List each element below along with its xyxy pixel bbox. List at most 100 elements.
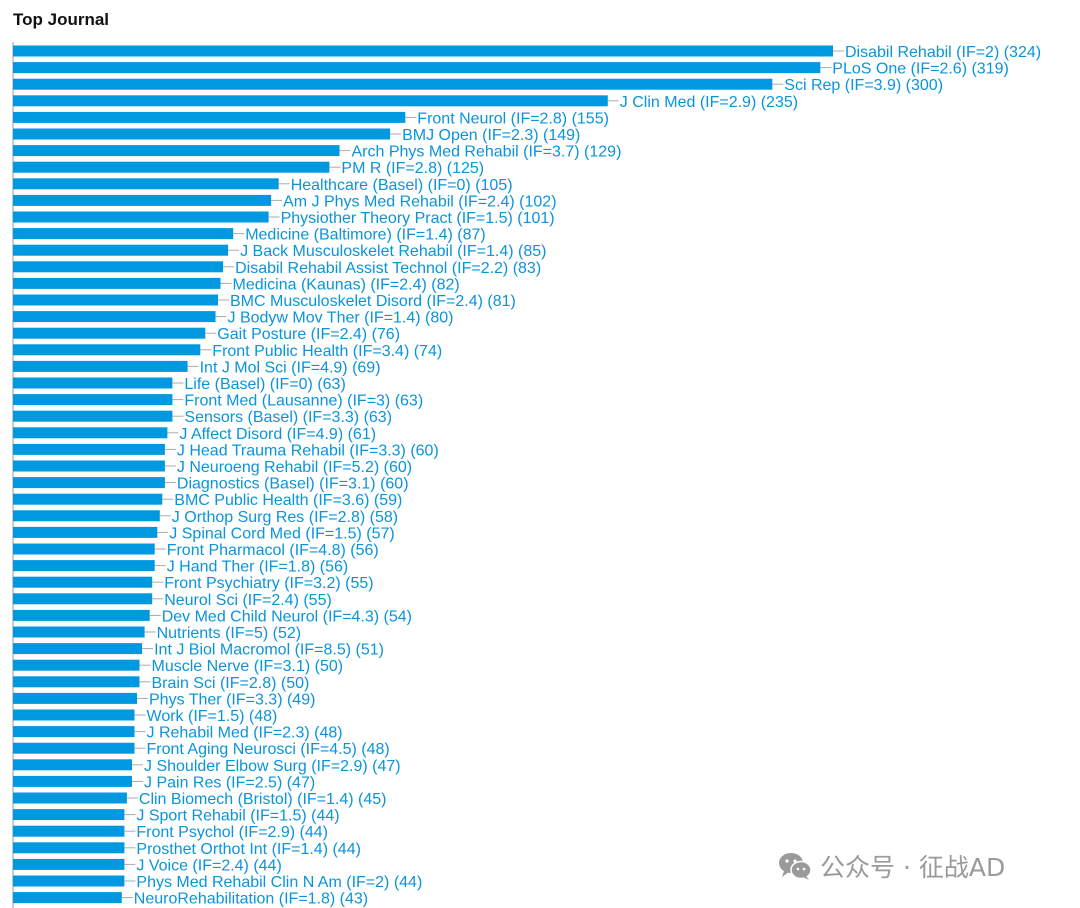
bar-41 xyxy=(13,726,135,738)
bar-3 xyxy=(13,95,608,107)
bar-label-38: Brain Sci (IF=2.8) (50) xyxy=(152,675,310,692)
bar-label-24: J Head Trauma Rehabil (IF=3.3) (60) xyxy=(177,442,439,459)
bar-31 xyxy=(13,560,155,572)
bar-label-23: J Affect Disord (IF=4.9) (61) xyxy=(179,426,376,443)
bar-12 xyxy=(13,244,229,256)
bar-0 xyxy=(13,45,833,57)
bar-label-22: Sensors (Basel) (IF=3.3) (63) xyxy=(184,409,392,426)
bar-label-0: Disabil Rehabil (IF=2) (324) xyxy=(845,44,1041,61)
bar-15 xyxy=(13,294,218,306)
bar-50 xyxy=(13,875,125,887)
bar-24 xyxy=(13,443,165,455)
bar-23 xyxy=(13,427,168,439)
bar-17 xyxy=(13,327,206,339)
bar-7 xyxy=(13,161,330,173)
bar-label-49: J Voice (IF=2.4) (44) xyxy=(136,857,281,874)
bar-37 xyxy=(13,659,140,671)
bar-28 xyxy=(13,510,160,522)
bar-label-7: PM R (IF=2.8) (125) xyxy=(341,160,484,177)
watermark-text: 公众号 · 征战AD xyxy=(820,853,1006,882)
bar-35 xyxy=(13,626,145,638)
bar-39 xyxy=(13,692,137,704)
bar-21 xyxy=(13,394,173,406)
bar-label-5: BMJ Open (IF=2.3) (149) xyxy=(402,127,580,144)
bar-1 xyxy=(13,62,821,74)
bar-label-45: Clin Biomech (Bristol) (IF=1.4) (45) xyxy=(139,791,387,808)
bar-label-40: Work (IF=1.5) (48) xyxy=(147,708,278,725)
bar-label-42: Front Aging Neurosci (IF=4.5) (48) xyxy=(147,741,390,758)
bar-25 xyxy=(13,460,165,472)
bar-label-35: Nutrients (IF=5) (52) xyxy=(157,625,301,642)
bar-40 xyxy=(13,709,135,721)
bar-4 xyxy=(13,111,406,123)
bar-label-15: BMC Musculoskelet Disord (IF=2.4) (81) xyxy=(230,293,516,310)
bar-42 xyxy=(13,742,135,754)
bar-label-29: J Spinal Cord Med (IF=1.5) (57) xyxy=(169,525,394,542)
bar-label-25: J Neuroeng Rehabil (IF=5.2) (60) xyxy=(177,459,412,476)
bar-29 xyxy=(13,526,158,538)
bar-label-32: Front Psychiatry (IF=3.2) (55) xyxy=(164,575,373,592)
labels-group: Disabil Rehabil (IF=2) (324)PLoS One (IF… xyxy=(121,44,1041,908)
chart-title: Top Journal xyxy=(13,10,110,29)
bar-label-8: Healthcare (Basel) (IF=0) (105) xyxy=(291,177,513,194)
bar-label-39: Phys Ther (IF=3.3) (49) xyxy=(149,691,315,708)
bar-label-20: Life (Basel) (IF=0) (63) xyxy=(184,376,345,393)
bar-46 xyxy=(13,809,125,821)
bar-label-28: J Orthop Surg Res (IF=2.8) (58) xyxy=(172,509,398,526)
bar-label-33: Neurol Sci (IF=2.4) (55) xyxy=(164,592,332,609)
bar-label-9: Am J Phys Med Rehabil (IF=2.4) (102) xyxy=(283,193,556,210)
bars-group xyxy=(13,45,833,904)
bar-label-37: Muscle Nerve (IF=3.1) (50) xyxy=(152,658,344,675)
bar-label-30: Front Pharmacol (IF=4.8) (56) xyxy=(167,542,379,559)
bar-label-44: J Pain Res (IF=2.5) (47) xyxy=(144,774,315,791)
bar-label-6: Arch Phys Med Rehabil (IF=3.7) (129) xyxy=(352,144,622,161)
bar-33 xyxy=(13,593,153,605)
bar-30 xyxy=(13,543,155,555)
bar-label-21: Front Med (Lausanne) (IF=3) (63) xyxy=(184,393,423,410)
wechat-icon xyxy=(779,853,812,880)
bar-18 xyxy=(13,344,201,356)
bar-5 xyxy=(13,128,391,140)
bar-label-51: NeuroRehabilitation (IF=1.8) (43) xyxy=(134,891,368,908)
bar-label-31: J Hand Ther (IF=1.8) (56) xyxy=(167,559,349,576)
bar-label-17: Gait Posture (IF=2.4) (76) xyxy=(217,326,400,343)
bar-label-14: Medicina (Kaunas) (IF=2.4) (82) xyxy=(233,276,460,293)
bar-14 xyxy=(13,277,221,289)
bar-9 xyxy=(13,194,272,206)
bar-51 xyxy=(13,892,122,904)
bar-label-47: Front Psychol (IF=2.9) (44) xyxy=(136,824,328,841)
bar-27 xyxy=(13,493,163,505)
bar-label-26: Diagnostics (Basel) (IF=3.1) (60) xyxy=(177,476,409,493)
bar-label-3: J Clin Med (IF=2.9) (235) xyxy=(620,94,798,111)
bar-label-12: J Back Musculoskelet Rehabil (IF=1.4) (8… xyxy=(240,243,546,260)
bar-13 xyxy=(13,261,224,273)
bar-49 xyxy=(13,858,125,870)
bar-43 xyxy=(13,759,132,771)
bar-34 xyxy=(13,609,150,621)
watermark: 公众号 · 征战AD xyxy=(778,848,1005,884)
bar-10 xyxy=(13,211,269,223)
bar-label-4: Front Neurol (IF=2.8) (155) xyxy=(417,110,609,127)
bar-label-1: PLoS One (IF=2.6) (319) xyxy=(832,61,1009,78)
bar-label-13: Disabil Rehabil Assist Technol (IF=2.2) … xyxy=(235,260,541,277)
bar-label-10: Physiother Theory Pract (IF=1.5) (101) xyxy=(281,210,555,227)
bar-47 xyxy=(13,825,125,837)
bar-label-43: J Shoulder Elbow Surg (IF=2.9) (47) xyxy=(144,758,401,775)
bar-48 xyxy=(13,842,125,854)
bar-32 xyxy=(13,576,153,588)
bar-19 xyxy=(13,360,188,372)
bar-label-50: Phys Med Rehabil Clin N Am (IF=2) (44) xyxy=(136,874,422,891)
bar-label-16: J Bodyw Mov Ther (IF=1.4) (80) xyxy=(228,310,454,327)
bar-label-18: Front Public Health (IF=3.4) (74) xyxy=(212,343,442,360)
bar-38 xyxy=(13,676,140,688)
bar-26 xyxy=(13,477,165,489)
bar-6 xyxy=(13,145,340,157)
bar-16 xyxy=(13,311,216,323)
bar-45 xyxy=(13,792,127,804)
bar-label-41: J Rehabil Med (IF=2.3) (48) xyxy=(147,725,343,742)
bar-20 xyxy=(13,377,173,389)
bar-label-36: Int J Biol Macromol (IF=8.5) (51) xyxy=(154,642,384,659)
bar-label-11: Medicine (Baltimore) (IF=1.4) (87) xyxy=(245,227,486,244)
bar-8 xyxy=(13,178,279,190)
